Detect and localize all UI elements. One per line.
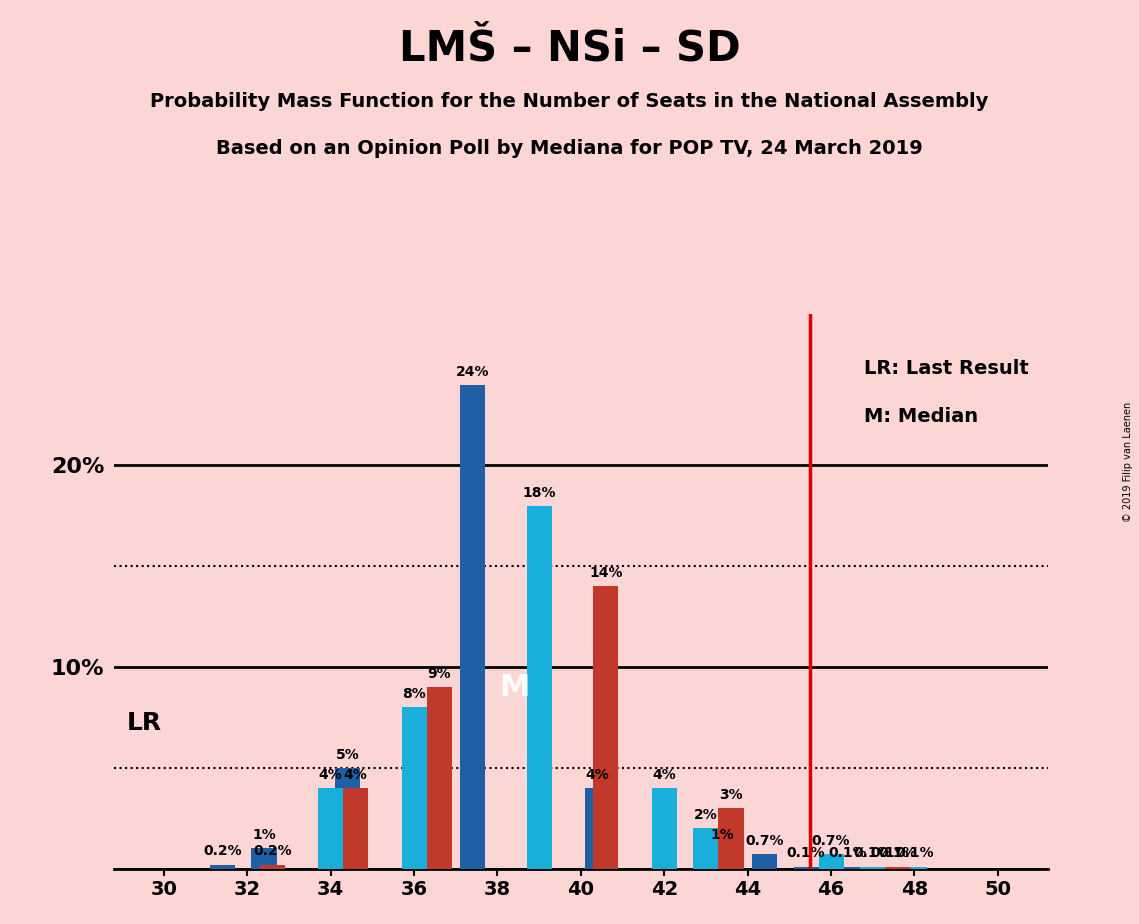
Text: 4%: 4% [585, 768, 609, 782]
Text: 14%: 14% [589, 566, 623, 580]
Text: 0.1%: 0.1% [853, 846, 892, 860]
Text: 0.7%: 0.7% [745, 834, 784, 848]
Text: 0.1%: 0.1% [828, 846, 867, 860]
Text: 0.2%: 0.2% [253, 845, 292, 858]
Text: 0.1%: 0.1% [787, 846, 826, 860]
Text: 0.1%: 0.1% [878, 846, 917, 860]
Bar [835, 867, 860, 869]
Text: 3%: 3% [719, 788, 743, 802]
Bar [460, 384, 485, 869]
Bar [819, 855, 844, 869]
Bar [710, 848, 735, 869]
Text: 1%: 1% [252, 828, 276, 843]
Text: 4%: 4% [344, 768, 368, 782]
Bar [877, 867, 902, 869]
Text: 4%: 4% [653, 768, 677, 782]
Text: M: M [499, 673, 530, 701]
Text: 18%: 18% [523, 486, 556, 500]
Text: 1%: 1% [711, 828, 735, 843]
Text: 0.1%: 0.1% [895, 846, 934, 860]
Bar [526, 505, 551, 869]
Text: 0.7%: 0.7% [812, 834, 851, 848]
Bar [860, 867, 885, 869]
Bar [694, 828, 719, 869]
Bar [252, 848, 277, 869]
Text: 8%: 8% [402, 687, 426, 701]
Bar [752, 855, 777, 869]
Bar [902, 867, 927, 869]
Bar [585, 788, 611, 869]
Text: LMŠ – NSi – SD: LMŠ – NSi – SD [399, 28, 740, 69]
Bar [719, 808, 744, 869]
Text: 0.1%: 0.1% [870, 846, 909, 860]
Bar [652, 788, 677, 869]
Bar [885, 867, 910, 869]
Text: 4%: 4% [319, 768, 343, 782]
Text: 24%: 24% [456, 365, 490, 379]
Text: 9%: 9% [427, 667, 451, 681]
Bar [260, 865, 285, 869]
Bar [343, 788, 368, 869]
Bar [335, 768, 360, 869]
Bar [318, 788, 343, 869]
Text: 2%: 2% [694, 808, 718, 822]
Bar [402, 707, 427, 869]
Text: LR: LR [126, 711, 162, 736]
Bar [210, 865, 235, 869]
Text: LR: Last Result: LR: Last Result [865, 359, 1030, 378]
Bar [593, 587, 618, 869]
Bar [794, 867, 819, 869]
Text: Based on an Opinion Poll by Mediana for POP TV, 24 March 2019: Based on an Opinion Poll by Mediana for … [216, 139, 923, 158]
Text: 5%: 5% [336, 748, 359, 761]
Bar [427, 687, 452, 869]
Text: M: Median: M: Median [865, 407, 978, 427]
Text: © 2019 Filip van Laenen: © 2019 Filip van Laenen [1123, 402, 1133, 522]
Text: 0.2%: 0.2% [203, 845, 241, 858]
Text: Probability Mass Function for the Number of Seats in the National Assembly: Probability Mass Function for the Number… [150, 92, 989, 112]
